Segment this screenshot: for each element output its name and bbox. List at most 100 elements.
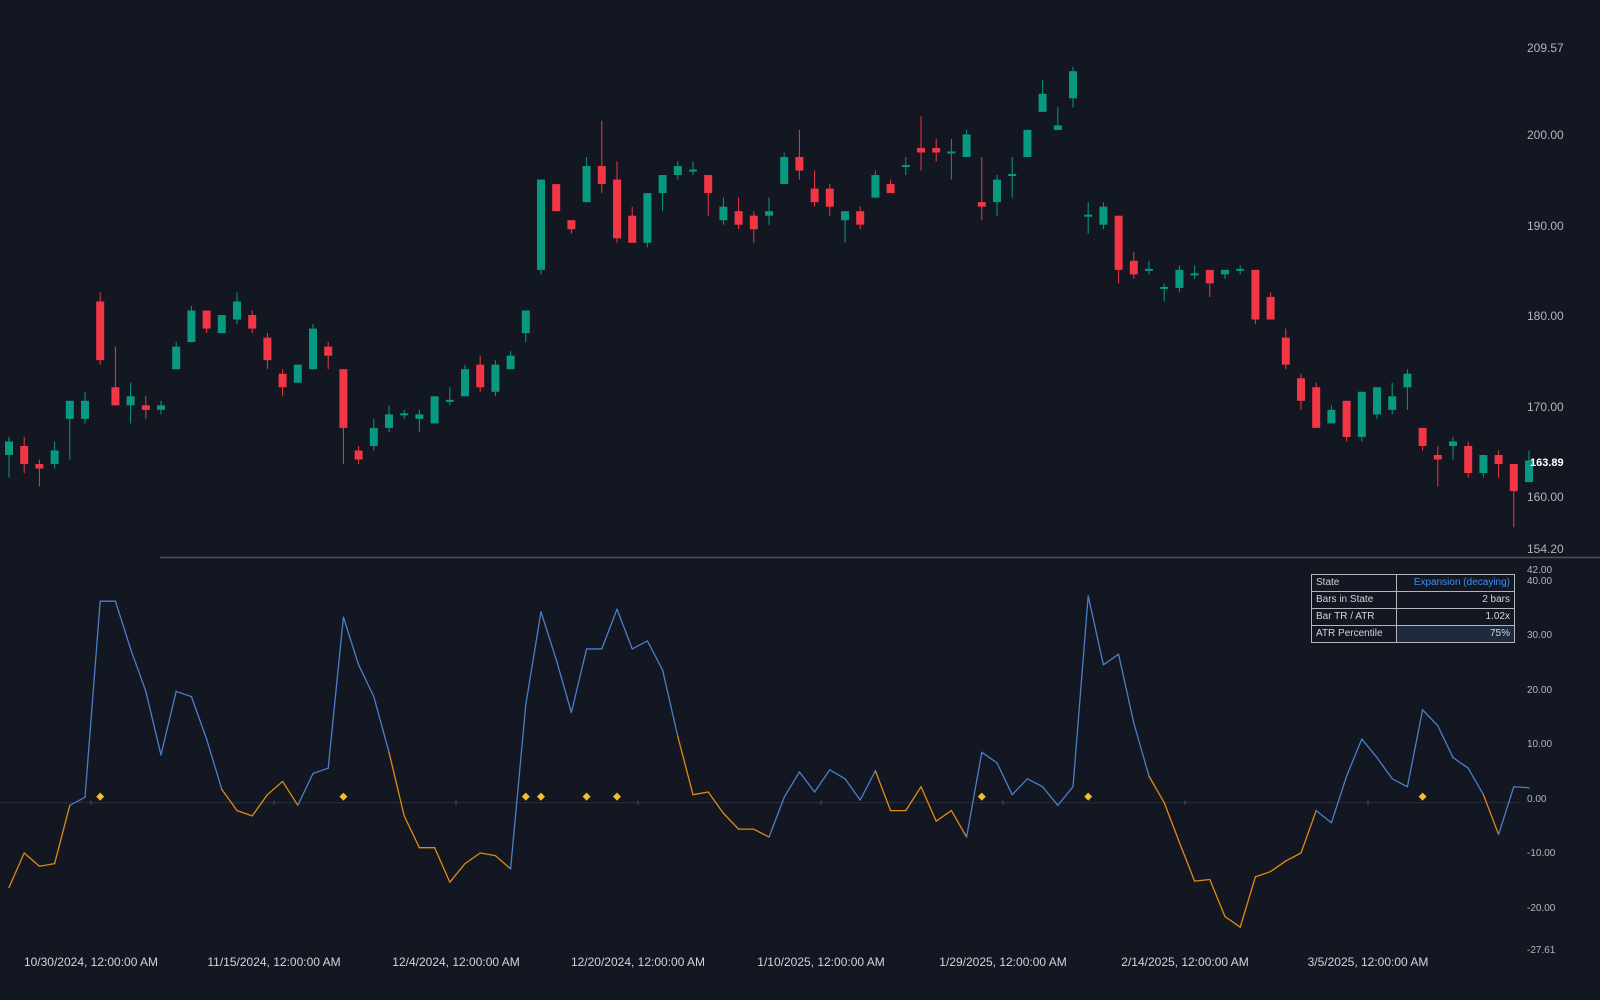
indicator-segment [509,703,527,870]
bars-in-state-label: Bars in State [1311,591,1397,609]
indicator-label: -20.00 [1527,903,1556,914]
atr-percentile-label: ATR Percentile [1311,625,1397,643]
signal-marker [537,792,545,801]
indicator-pane[interactable] [0,595,1530,928]
candle-body [157,405,165,410]
indicator-segment [981,751,998,764]
indicator-segment [281,780,299,806]
indicator-segment [783,771,801,798]
price-axis: 209.57 200.00 190.00 180.00 170.00 160.0… [1527,41,1564,556]
candle-body [263,337,272,361]
candle-body [1129,260,1138,275]
date-label: 3/5/2025, 12:00:00 AM [1308,955,1429,969]
indicator-segment [145,690,162,756]
indicator-segment [1193,878,1211,882]
candle-body [491,364,500,392]
date-label: 1/10/2025, 12:00:00 AM [757,955,884,969]
indicator-segment [1148,775,1165,804]
price-pane[interactable] [5,66,1533,528]
indicator-segment [236,809,253,817]
indicator-segment [753,828,770,838]
candle-body [369,427,378,446]
candle-body [141,405,150,410]
candle-body [643,193,652,243]
price-label: 154.20 [1527,542,1564,556]
indicator-segment [920,786,937,822]
candle-body [385,414,393,428]
signal-marker [1418,792,1427,801]
bar-tr-atr-label: Bar TR / ATR [1311,608,1397,626]
candle-body [673,166,682,176]
candle-body [749,215,758,230]
candle-body [217,315,226,334]
indicator-segment [8,852,25,889]
candle-body [430,396,439,424]
bar-tr-atr-value: 1.02x [1395,608,1516,626]
time-axis: 10/30/2024, 12:00:00 AM 11/15/2024, 12:0… [24,955,1428,969]
candle-body [537,179,545,270]
signal-marker [613,792,621,801]
candle-body [734,211,743,225]
indicator-segment [631,640,649,650]
indicator-segment [844,778,861,801]
state-row-label: State [1311,574,1397,592]
indicator-segment [38,862,56,867]
price-label: 180.00 [1527,309,1564,323]
indicator-segment [190,695,208,740]
indicator-segment [205,738,223,791]
indicator-segment [601,608,618,650]
candle-body [795,156,804,171]
indicator-segment [570,648,588,714]
candle-body [1069,71,1077,99]
indicator-segment [327,616,345,769]
candle-body [233,301,241,320]
candle-body [20,445,29,465]
date-label: 12/20/2024, 12:00:00 AM [571,955,705,969]
candle-body [947,151,956,154]
indicator-label: -27.61 [1527,945,1556,956]
candle-body [977,202,986,207]
bars-in-state-value: 2 bars [1395,591,1516,609]
candle-body [765,211,773,216]
date-label: 10/30/2024, 12:00:00 AM [24,955,158,969]
candle-body [111,387,120,406]
indicator-segment [1482,794,1500,836]
candle-body [202,310,211,329]
indicator-segment [1254,870,1272,878]
atr-percentile-value: 75% [1395,625,1516,643]
candle-body [871,175,880,198]
state-table: State Expansion (decaying) Bars in State… [1311,574,1516,643]
candle-body [339,369,348,428]
candle-body [628,215,637,243]
indicator-label: 42.00 [1527,565,1552,576]
indicator-segment [1315,809,1333,824]
candle-body [825,188,834,207]
candle-body [1464,445,1473,474]
candle-body [552,184,561,212]
indicator-segment [707,791,725,814]
indicator-segment [1209,878,1226,918]
candle-body [1494,454,1503,465]
indicator-segment [616,608,633,650]
indicator-segment [1224,915,1241,928]
indicator-segment [160,690,177,756]
candle-body [65,400,74,419]
indicator-segment [555,658,573,714]
indicator-segment [84,600,101,798]
date-label: 11/15/2024, 12:00:00 AM [207,955,340,969]
candle-body [293,364,302,383]
candle-body [810,188,819,203]
price-label: 200.00 [1527,128,1564,142]
candle-body [1190,273,1199,276]
indicator-segment [1437,725,1454,759]
candle-body [506,355,515,370]
candle-body [324,346,333,356]
candle-body [886,184,895,194]
candle-body [1038,93,1047,112]
candle-body [1281,337,1290,365]
indicator-segment [829,769,846,780]
indicator-segment [494,855,512,870]
indicator-segment [1452,756,1469,769]
indicator-segment [1057,786,1074,806]
